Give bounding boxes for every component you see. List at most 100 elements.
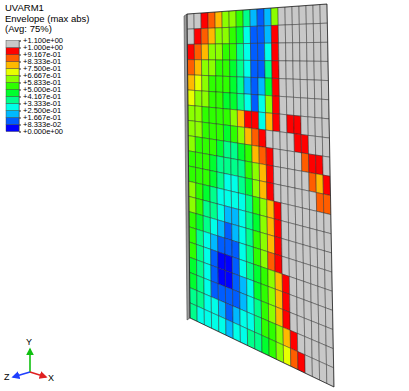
contour-figure: UVARM1Envelope (max abs)(Avg: 75%)+0.000…: [0, 0, 409, 391]
mesh-cell: [246, 228, 253, 247]
legend-title: UVARM1: [5, 2, 44, 13]
mesh-cell: [188, 136, 195, 152]
mesh-cell: [204, 263, 211, 281]
mesh-cell: [231, 142, 238, 160]
mesh-cell: [189, 212, 196, 229]
mesh-cell: [229, 27, 236, 44]
mesh-cell: [254, 264, 261, 284]
colorbar-band: [6, 83, 19, 90]
mesh-cell: [282, 256, 289, 276]
mesh-cell: [303, 226, 310, 246]
axis-triad: YZX: [4, 337, 54, 383]
mesh-cell: [216, 92, 223, 109]
colorbar-tick-mark: [19, 118, 21, 119]
mesh-cell: [215, 28, 222, 44]
mesh-cell: [321, 61, 328, 80]
mesh-cell: [253, 247, 260, 266]
mesh-cell: [259, 112, 266, 130]
mesh-cell: [197, 260, 204, 278]
colorbar-axis: +0.000e+00+8.333e-02+1.667e-01+2.500e-01…: [19, 36, 63, 136]
mesh-cell: [215, 12, 222, 28]
mesh-cell: [296, 243, 303, 263]
mesh-cell: [278, 25, 285, 43]
mesh-cell: [306, 24, 313, 43]
mesh-cell: [314, 80, 321, 99]
mesh-cell: [316, 193, 323, 213]
mesh-cell: [223, 76, 230, 93]
mesh-cell: [230, 93, 237, 110]
mesh-cell: [187, 29, 194, 45]
mesh-cell: [201, 28, 208, 44]
mesh-cell: [279, 61, 286, 79]
mesh-cell: [203, 216, 210, 234]
colorbar-band: [6, 48, 19, 55]
mesh-cell: [324, 251, 331, 272]
mesh-cell: [209, 139, 216, 156]
colorbar-band: [6, 111, 19, 118]
mesh-cell: [308, 117, 315, 136]
colorbar-tick-mark: [19, 48, 21, 49]
mesh-cell: [203, 169, 210, 186]
mesh-cell: [230, 60, 237, 77]
mesh-cell: [218, 252, 225, 271]
mesh-cell: [322, 137, 329, 157]
colorbar-band: [6, 41, 19, 48]
mesh-cell: [301, 116, 308, 135]
mesh-cell: [245, 178, 252, 196]
mesh-cell: [266, 130, 273, 148]
mesh-cell: [303, 245, 310, 266]
mesh-cell: [216, 60, 223, 76]
mesh-cell: [243, 43, 250, 60]
mesh-cell: [196, 198, 203, 215]
mesh-cell: [224, 206, 231, 224]
mesh-cell: [300, 61, 307, 80]
mesh-cell: [271, 25, 278, 43]
colorbar-tick-mark: [19, 132, 21, 133]
mesh-cell: [232, 273, 239, 292]
mesh-cell: [210, 155, 217, 172]
mesh-cell: [272, 96, 279, 114]
mesh-cell: [222, 11, 229, 28]
mesh-cell: [224, 141, 231, 158]
mesh-cell: [289, 259, 296, 279]
mesh-cell: [254, 281, 261, 301]
mesh-cell: [238, 160, 245, 178]
mesh-cell: [274, 201, 281, 220]
mesh-cell: [251, 111, 258, 129]
mesh-cell: [280, 114, 287, 133]
mesh-cell: [217, 140, 224, 157]
colorbar-band: [6, 104, 19, 111]
mesh-cell: [244, 111, 251, 129]
mesh-cell: [314, 61, 321, 80]
mesh-cell: [299, 6, 306, 25]
mesh-cell: [318, 268, 325, 289]
mesh-cell: [216, 108, 223, 125]
mesh-cell: [223, 60, 230, 76]
mesh-cell: [300, 43, 307, 62]
mesh-cell: [272, 78, 279, 96]
mesh-cell: [251, 60, 258, 77]
mesh-cell: [311, 321, 319, 343]
colorbar-tick-mark: [19, 111, 21, 112]
mesh-cell: [286, 43, 293, 61]
mesh-cell: [286, 61, 293, 79]
mesh-cell: [267, 200, 274, 219]
mesh-cell: [196, 214, 203, 232]
legend: UVARM1Envelope (max abs)(Avg: 75%)+0.000…: [5, 2, 89, 136]
triad-arrow-y: [29, 349, 31, 372]
mesh-cell: [265, 78, 272, 96]
mesh-cell: [318, 286, 325, 307]
mesh-cell: [251, 94, 258, 112]
mesh-cell: [194, 44, 201, 60]
mesh-cell: [289, 241, 296, 261]
mesh-cell: [232, 257, 239, 276]
mesh-cell: [302, 208, 309, 228]
mesh-cell: [297, 315, 304, 336]
mesh-cell: [280, 150, 287, 169]
mesh-cell: [210, 170, 217, 187]
mesh-cell: [286, 97, 293, 116]
mesh-cell: [203, 200, 210, 218]
mesh-cell: [264, 26, 271, 44]
mesh-cell: [244, 60, 251, 77]
mesh-cell: [217, 204, 224, 222]
